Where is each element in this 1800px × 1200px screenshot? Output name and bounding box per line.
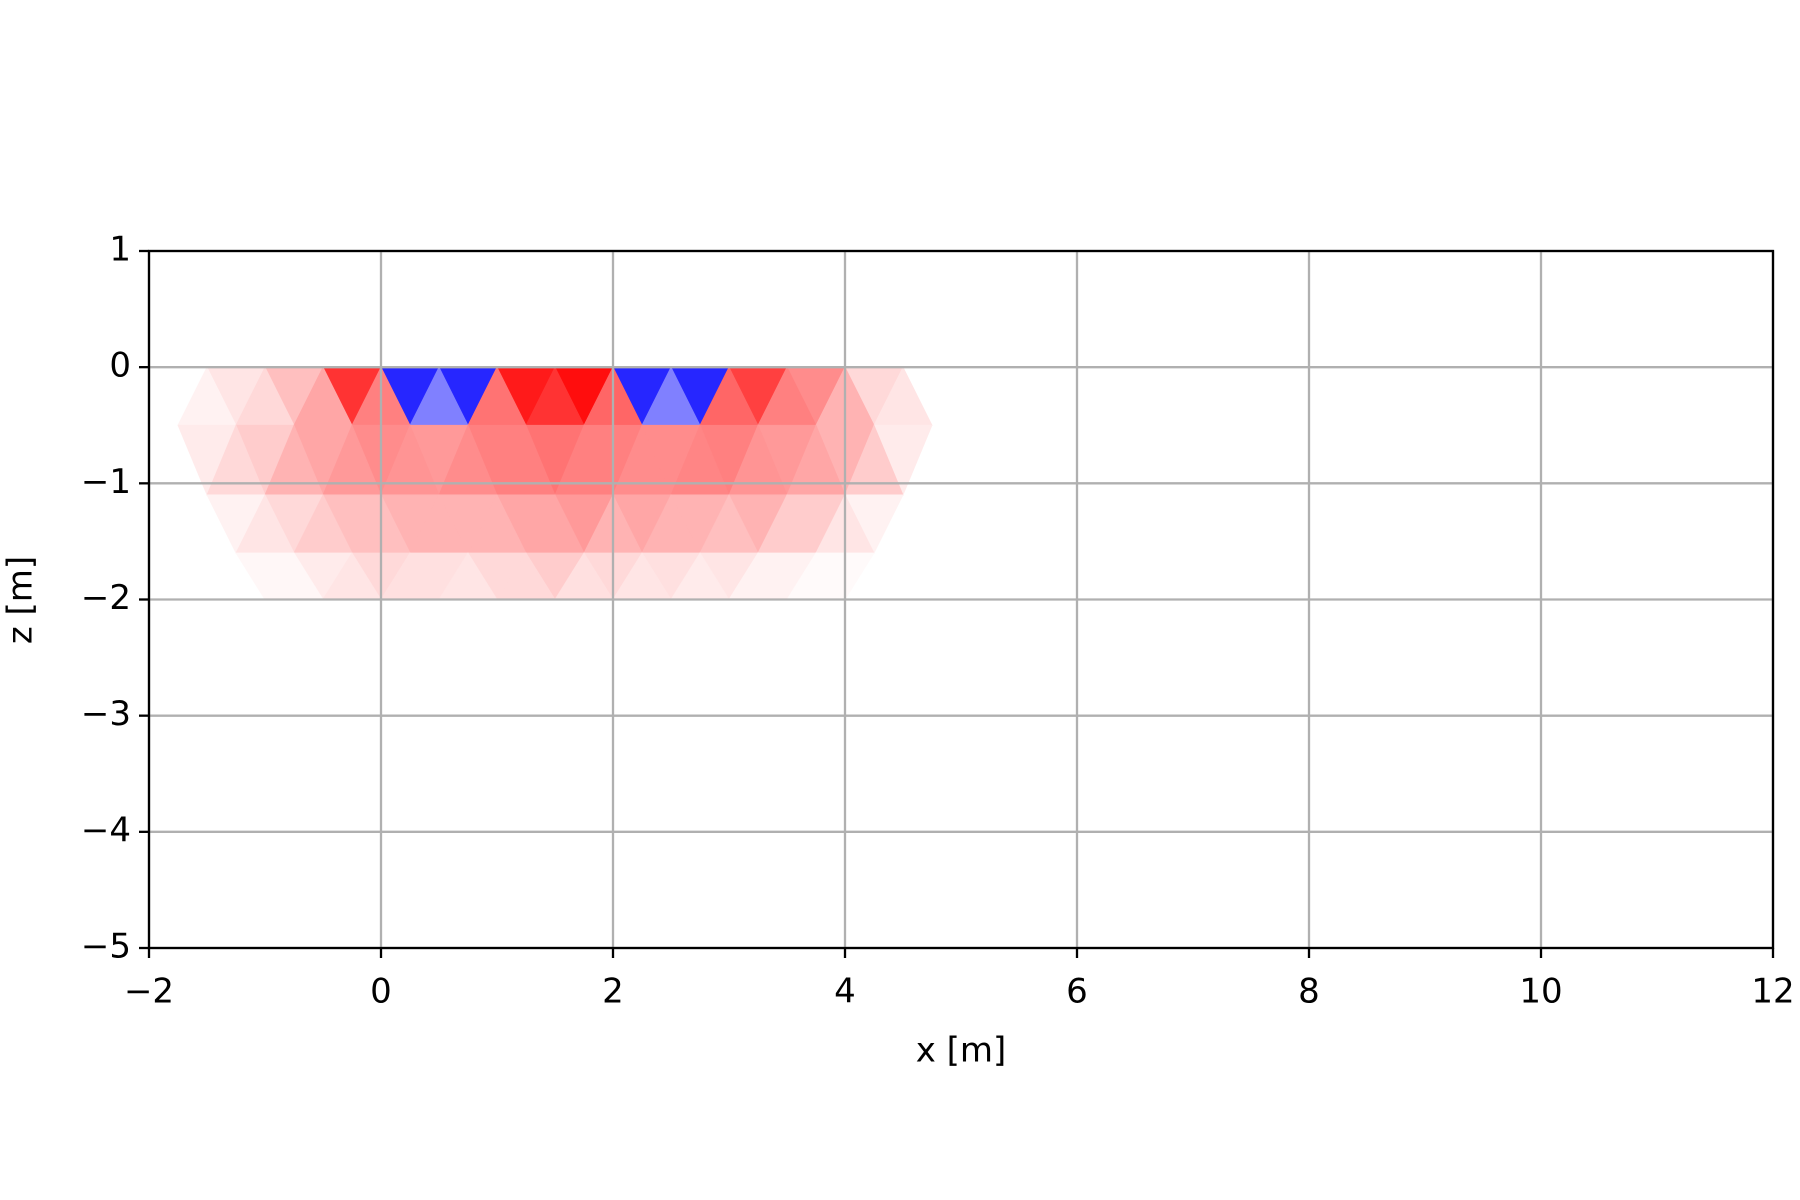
y-tick-label: −1 <box>81 462 131 502</box>
y-tick-label: 0 <box>109 346 131 386</box>
x-tick-label: 6 <box>1066 972 1088 1012</box>
x-tick-label: 12 <box>1751 972 1794 1012</box>
y-tick-label: −5 <box>81 927 131 967</box>
x-tick-label: −2 <box>124 972 174 1012</box>
x-tick-label: 4 <box>834 972 856 1012</box>
x-tick-label: 8 <box>1298 972 1320 1012</box>
y-tick-label: −2 <box>81 578 131 618</box>
x-tick-label: 0 <box>370 972 392 1012</box>
x-tick-label: 2 <box>602 972 624 1012</box>
y-tick-label: 1 <box>109 230 131 270</box>
x-tick-label: 10 <box>1519 972 1562 1012</box>
y-tick-label: −3 <box>81 694 131 734</box>
y-axis-label: z [m] <box>1 556 41 644</box>
x-axis-label: x [m] <box>916 1031 1007 1071</box>
y-tick-label: −4 <box>81 810 131 850</box>
